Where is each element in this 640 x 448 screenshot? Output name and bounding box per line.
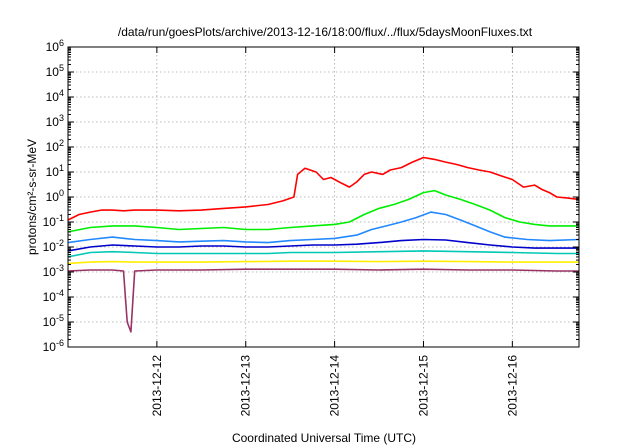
y-tick-label: 105 (46, 63, 64, 79)
series-line-4 (67, 238, 579, 252)
series-layer (67, 156, 580, 333)
y-tick-label: 103 (46, 113, 64, 129)
series-line-1 (67, 156, 580, 221)
y-tick-label: 106 (46, 38, 64, 54)
y-tick-label: 104 (46, 88, 64, 104)
series-line-6 (67, 260, 579, 265)
y-tick-label: 10-2 (43, 238, 64, 254)
chart-title: /data/run/goesPlots/archive/2013-12-16/1… (118, 25, 533, 39)
x-tick-label: 2013-12-15 (416, 355, 430, 417)
grid-lines (68, 47, 579, 347)
x-tick-labels: 2013-12-12 2013-12-13 2013-12-14 2013-12-15… (150, 355, 519, 417)
y-axis-label: protons/cm²-s-sr-MeV (25, 139, 39, 255)
y-tick-label: 10-4 (43, 288, 64, 304)
series-line-5 (67, 250, 579, 258)
series-line-3 (67, 211, 580, 244)
x-tick-label: 2013-12-16 (505, 355, 519, 417)
y-tick-label: 102 (46, 138, 64, 154)
axis-ticks (68, 46, 579, 348)
y-tick-label: 101 (46, 163, 64, 179)
x-axis-label: Coordinated Universal Time (UTC) (232, 431, 416, 445)
x-tick-label: 2013-12-13 (239, 355, 253, 417)
y-tick-label: 10-6 (43, 338, 64, 354)
y-tick-label: 10-1 (43, 213, 64, 229)
y-tick-label: 100 (46, 188, 64, 204)
series-line-7 (67, 268, 579, 333)
x-tick-label: 2013-12-12 (150, 355, 164, 417)
series-line-2 (67, 189, 579, 233)
y-tick-label: 10-5 (43, 313, 64, 329)
y-tick-labels: 10-6 10-5 10-4 10-3 10-2 10-1 100 101 102 103 104 1… (43, 38, 64, 354)
y-tick-label: 10-3 (43, 263, 64, 279)
x-tick-label: 2013-12-14 (328, 355, 342, 417)
